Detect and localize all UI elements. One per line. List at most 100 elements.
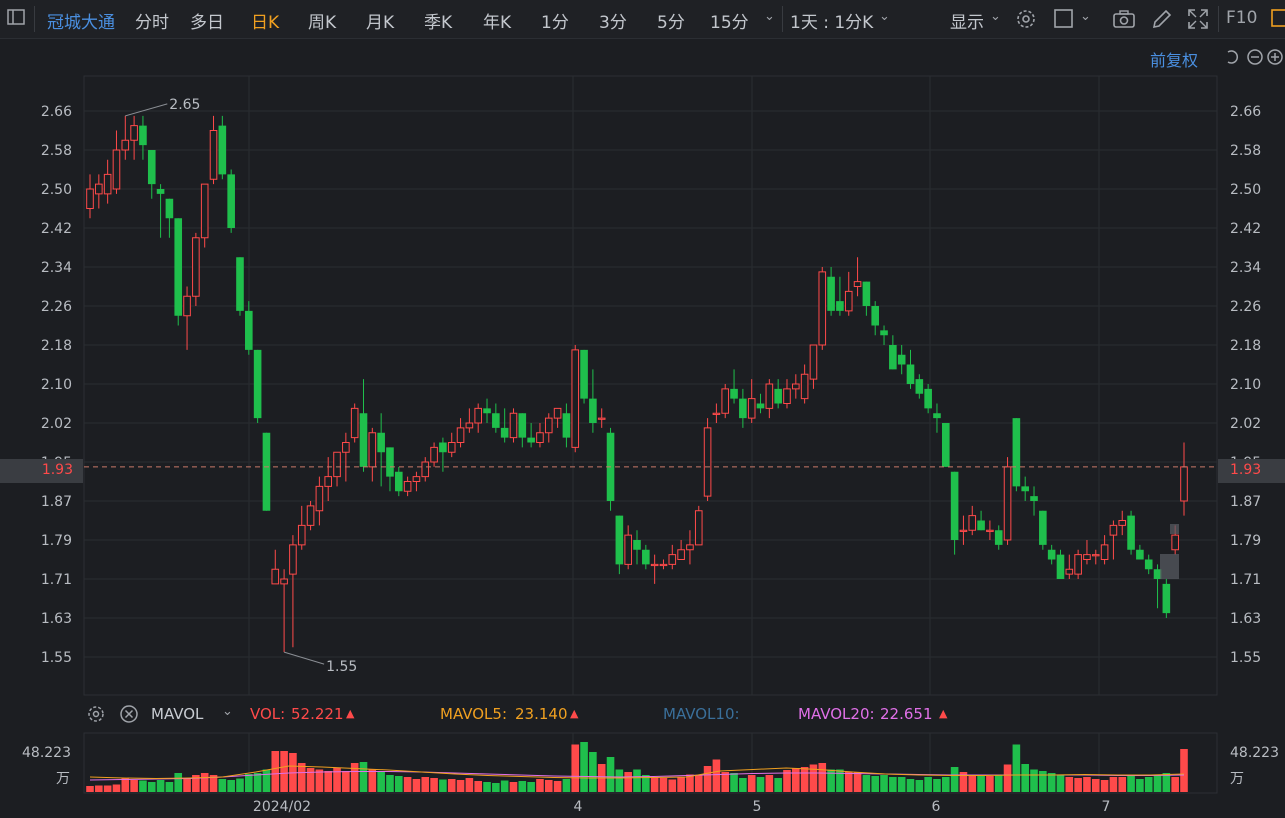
tab-period-9[interactable]: 5分	[657, 13, 685, 33]
fullscreen-icon[interactable]	[1186, 7, 1210, 31]
mavol10-label: MAVOL10:	[663, 705, 740, 723]
candle-body	[324, 476, 333, 487]
price-tick-left: 2.66	[41, 104, 72, 120]
period-more-chevron-icon[interactable]: ⌄	[764, 9, 775, 24]
candle-body	[342, 442, 350, 453]
candle-body	[368, 432, 377, 468]
close-indicator-icon[interactable]	[119, 704, 139, 728]
f10-button[interactable]: F10	[1226, 8, 1258, 28]
volume-bar	[236, 778, 244, 792]
tab-period-4[interactable]: 月K	[366, 13, 395, 33]
indicator-chevron-down-icon[interactable]: ⌄	[222, 704, 233, 719]
candle-body	[792, 383, 800, 390]
checkbox-icon[interactable]	[1052, 7, 1076, 31]
volume-bar	[977, 775, 985, 792]
tab-period-6[interactable]: 年K	[483, 13, 512, 33]
time-tick: 2024/02	[253, 799, 311, 815]
volume-bar	[906, 779, 915, 792]
undo-icon[interactable]	[1224, 48, 1242, 70]
selection-box	[1160, 554, 1179, 579]
volume-bar	[1039, 771, 1047, 792]
divider	[34, 6, 35, 32]
volume-bar	[941, 777, 950, 792]
volume-bar	[271, 751, 280, 792]
low-leader	[283, 651, 325, 665]
candle-body	[112, 149, 121, 190]
volume-bar	[430, 778, 438, 792]
price-tick-right: 2.34	[1230, 260, 1261, 276]
candle-body	[941, 423, 950, 467]
volume-bar	[147, 782, 156, 792]
candle-body	[1047, 549, 1056, 560]
adjust-mode-link[interactable]: 前复权	[1150, 51, 1199, 70]
tab-period-2[interactable]: 日K	[251, 13, 280, 33]
candle-body	[421, 461, 430, 478]
volume-bar	[924, 777, 932, 792]
volume-bar	[86, 786, 94, 792]
tab-period-0[interactable]: 分时	[135, 13, 169, 33]
gear-icon[interactable]	[1014, 7, 1038, 31]
volume-bar	[756, 777, 765, 792]
display-menu[interactable]: 显示	[950, 13, 984, 33]
candle-body	[1039, 510, 1047, 545]
candle-body	[977, 520, 985, 531]
pencil-icon[interactable]	[1150, 7, 1174, 31]
candle-body	[386, 447, 394, 477]
volume-series	[86, 742, 1188, 792]
tab-period-3[interactable]: 周K	[308, 13, 337, 33]
high-label: 2.65	[169, 97, 200, 113]
tab-period-1[interactable]: 多日	[190, 13, 224, 33]
candle-body	[1127, 515, 1135, 550]
candle-body	[183, 295, 191, 317]
candle-body	[615, 515, 624, 565]
volume-bar	[880, 775, 888, 792]
zoom-in-icon[interactable]	[1266, 48, 1284, 70]
volume-bar	[836, 769, 844, 792]
candle-body	[650, 563, 659, 567]
tab-period-10[interactable]: 15分	[710, 13, 749, 33]
candle-body	[500, 427, 509, 438]
candle-body	[633, 540, 641, 550]
volume-bar	[518, 781, 527, 792]
candle-body	[509, 412, 518, 439]
price-tick-left: 2.58	[41, 143, 72, 159]
volume-bar	[933, 779, 941, 792]
tab-period-7[interactable]: 1分	[541, 13, 569, 33]
volume-bar	[386, 775, 394, 792]
volume-bar	[1118, 777, 1127, 792]
volume-bar	[165, 782, 174, 792]
camera-icon[interactable]	[1112, 7, 1136, 31]
settings-gear-icon[interactable]	[86, 704, 106, 728]
tab-period-8[interactable]: 3分	[599, 13, 627, 33]
mavol5-value: 23.140	[515, 705, 568, 723]
candle-body	[933, 413, 941, 419]
volume-bar	[315, 769, 324, 792]
volume-bar	[650, 777, 659, 792]
tab-period-5[interactable]: 季K	[424, 13, 453, 33]
sidebar-toggle-icon[interactable]	[6, 7, 30, 31]
candle-body	[297, 524, 306, 546]
volume-bar	[227, 780, 235, 792]
candle-body	[906, 364, 915, 384]
chart-grid	[83, 75, 1218, 794]
volume-bar	[1056, 775, 1065, 792]
price-tick-right: 1.63	[1230, 611, 1261, 627]
toolbar: 冠城大通 分时 多日 日K 周K 月K 季K 年K 1分 3分 5分 15分 ⌄…	[0, 0, 1285, 39]
candle-body	[659, 563, 668, 567]
volume-bar	[915, 780, 924, 792]
zoom-out-icon[interactable]	[1246, 48, 1264, 70]
volume-bar	[474, 781, 482, 792]
volume-bar	[686, 774, 694, 792]
interval-select[interactable]: 1天 : 1分K	[790, 13, 874, 33]
stock-name[interactable]: 冠城大通	[47, 13, 115, 33]
interval-chevron-down-icon[interactable]: ⌄	[879, 9, 890, 24]
display-chevron-down-icon[interactable]: ⌄	[990, 9, 1001, 24]
volume-bar	[200, 773, 209, 792]
indicator-name[interactable]: MAVOL	[151, 705, 204, 723]
mavol5-line	[89, 765, 1185, 780]
volume-bar	[606, 757, 615, 792]
volume-bar	[809, 764, 818, 792]
checkbox-chevron-down-icon[interactable]: ⌄	[1080, 9, 1091, 24]
panel-icon[interactable]	[1270, 7, 1285, 31]
